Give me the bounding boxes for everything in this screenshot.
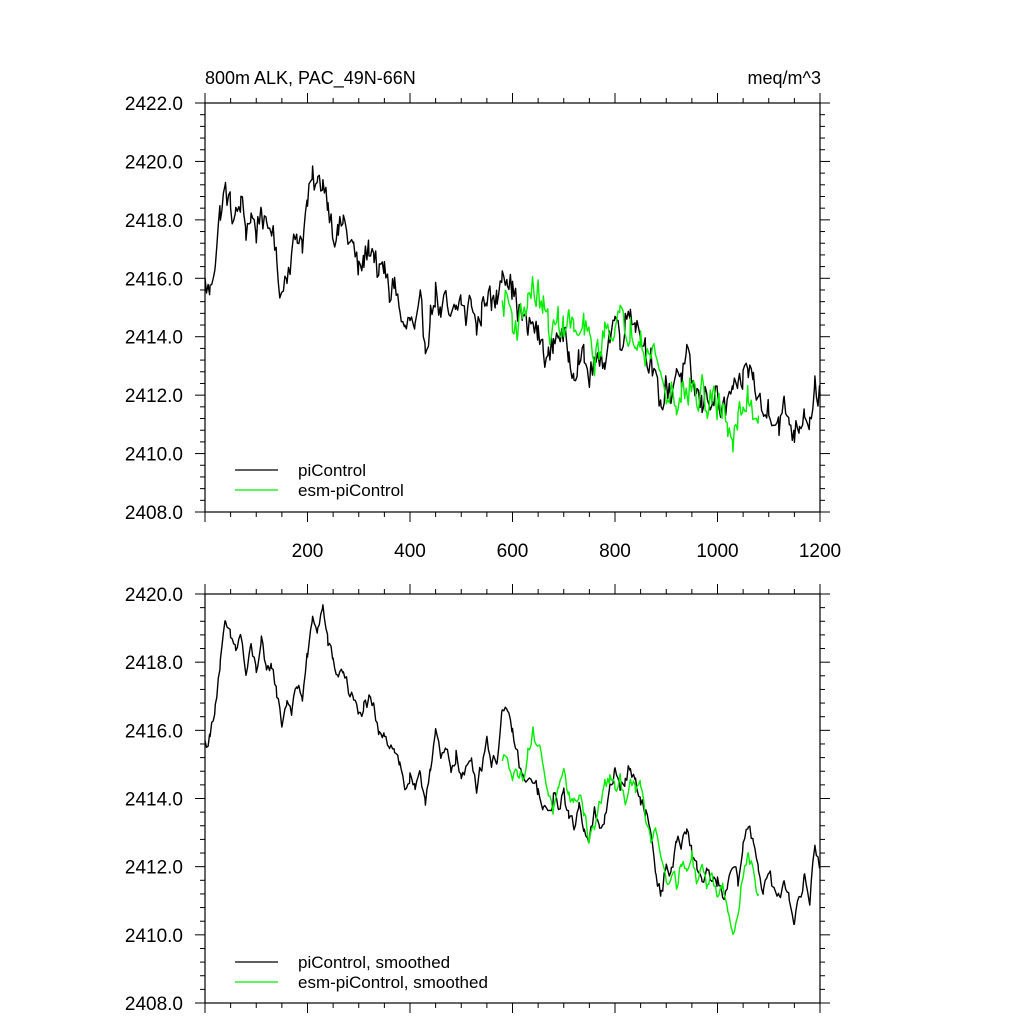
- y-tick-label: 2408.0: [125, 503, 183, 524]
- chart-title: 800m ALK, PAC_49N-66N: [205, 68, 416, 89]
- tick-marks-bottom: [195, 584, 830, 1013]
- y-tick-label: 2416.0: [125, 721, 183, 742]
- legend-label-picontrol-smoothed: piControl, smoothed: [298, 953, 450, 972]
- series-line-picontrol-smoothed: [204, 604, 821, 926]
- x-tick-label: 200: [292, 541, 324, 562]
- y-tick-label: 2408.0: [125, 994, 183, 1015]
- legend-label-esm-picontrol-smoothed: esm-piControl, smoothed: [298, 973, 488, 992]
- tick-marks-top: [195, 93, 830, 522]
- series-line-esm-picontrol-smoothed: [501, 726, 760, 936]
- x-tick-label: 600: [497, 541, 529, 562]
- y-tick-labels-top: 2408.0 2410.0 2412.0 2414.0 2416.0 2418.0 2420…: [125, 94, 183, 524]
- y-tick-label: 2418.0: [125, 653, 183, 674]
- series-lines-top: [204, 165, 821, 453]
- panel-bottom: 2408.0 2410.0 2412.0 2414.0 2416.0 2418.0 2420…: [125, 584, 830, 1015]
- series-lines-bottom: [204, 604, 821, 936]
- y-tick-label: 2420.0: [125, 585, 183, 606]
- legend-label-picontrol: piControl: [298, 461, 366, 480]
- y-tick-label: 2418.0: [125, 211, 183, 232]
- x-tick-label: 400: [394, 541, 426, 562]
- x-tick-label: 1200: [799, 541, 841, 562]
- legend-bottom: piControl, smoothed esm-piControl, smoot…: [235, 953, 488, 992]
- y-tick-label: 2410.0: [125, 445, 183, 466]
- plot-frame-top: [204, 102, 821, 513]
- y-tick-label: 2412.0: [125, 858, 183, 879]
- x-tick-label: 800: [599, 541, 631, 562]
- chart-units: meq/m^3: [748, 68, 821, 88]
- legend-top: piControl esm-piControl: [235, 461, 404, 500]
- series-line-picontrol: [204, 165, 821, 444]
- y-tick-label: 2422.0: [125, 94, 183, 115]
- y-tick-label: 2420.0: [125, 152, 183, 173]
- y-tick-label: 2410.0: [125, 926, 183, 947]
- x-tick-label: 1000: [696, 541, 738, 562]
- legend-label-esm-picontrol: esm-piControl: [298, 481, 404, 500]
- y-tick-labels-bottom: 2408.0 2410.0 2412.0 2414.0 2416.0 2418.0 2420…: [125, 585, 183, 1015]
- y-tick-label: 2416.0: [125, 269, 183, 290]
- series-line-esm-picontrol: [501, 276, 760, 453]
- y-tick-label: 2412.0: [125, 386, 183, 407]
- y-tick-label: 2414.0: [125, 790, 183, 811]
- plot-frame-bottom: [204, 593, 821, 1004]
- x-tick-labels-top: 200 400 600 800 1000 1200: [292, 541, 841, 562]
- y-tick-label: 2414.0: [125, 328, 183, 349]
- panel-top: 800m ALK, PAC_49N-66N meq/m^3 2408.0 2410…: [125, 68, 841, 562]
